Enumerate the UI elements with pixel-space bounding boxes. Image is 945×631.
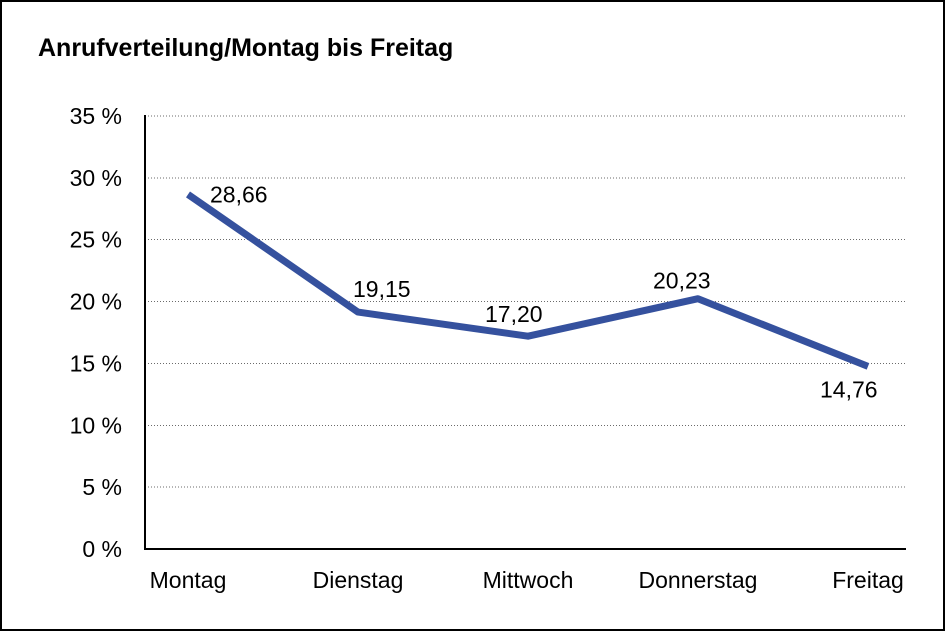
y-tick-label: 20 %	[70, 289, 122, 315]
data-point-label: 17,20	[485, 301, 543, 327]
chart-title: Anrufverteilung/Montag bis Freitag	[38, 34, 454, 62]
data-point-label: 28,66	[210, 181, 268, 207]
data-point-label: 14,76	[820, 376, 878, 402]
x-category-label: Mittwoch	[483, 567, 574, 593]
x-category-label: Donnerstag	[639, 567, 758, 593]
y-tick-label: 35 %	[70, 103, 122, 129]
data-point-label: 19,15	[353, 276, 411, 302]
y-tick-label: 25 %	[70, 227, 122, 253]
x-category-label: Freitag	[832, 567, 904, 593]
y-tick-label: 0 %	[82, 536, 122, 562]
data-series-line	[186, 191, 870, 370]
y-tick-label: 15 %	[70, 350, 122, 376]
y-tick-label: 5 %	[82, 474, 122, 500]
data-point-label: 20,23	[653, 268, 711, 294]
y-tick-label: 10 %	[70, 412, 122, 438]
x-category-label: Dienstag	[313, 567, 404, 593]
x-category-label: Montag	[150, 567, 227, 593]
y-tick-label: 30 %	[70, 165, 122, 191]
